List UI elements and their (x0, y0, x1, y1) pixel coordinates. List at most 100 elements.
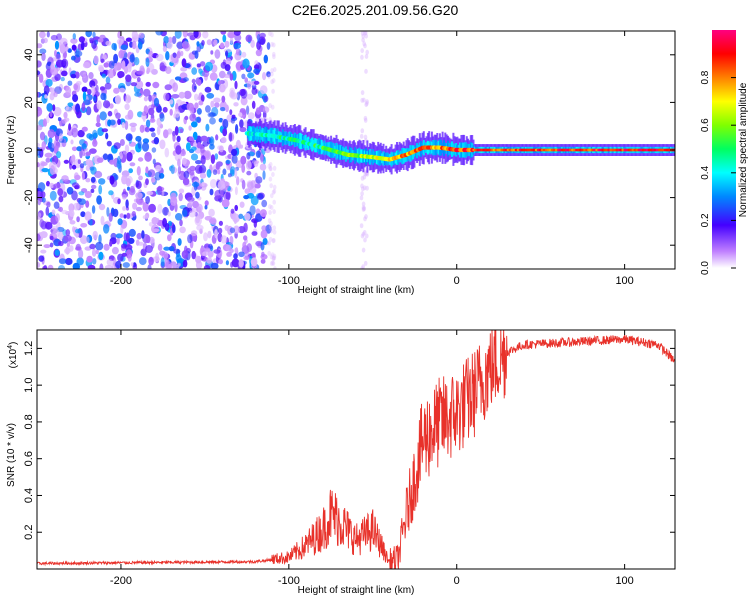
heatmap-cell (119, 151, 123, 160)
heatmap-cell (168, 246, 175, 252)
heatmap-cell (230, 166, 236, 175)
heatmap-cell (148, 203, 157, 213)
heatmap-cell (247, 112, 255, 120)
heatmap-cell (260, 153, 264, 163)
heatmap-cell (174, 152, 182, 162)
x-tick-label: 0 (454, 275, 460, 287)
heatmap-cell (362, 206, 367, 212)
heatmap-cell (206, 257, 213, 264)
heatmap-cell (265, 224, 272, 234)
heatmap-cell (365, 99, 369, 105)
heatmap-cell (219, 107, 226, 112)
heatmap-cell (365, 49, 370, 55)
heatmap-cell (72, 226, 76, 233)
heatmap-cell (360, 48, 365, 54)
heatmap-cell (213, 39, 218, 46)
heatmap-cell (61, 175, 69, 182)
heatmap-cell (53, 106, 62, 117)
heatmap-cell (269, 228, 274, 234)
heatmap-cell (87, 88, 92, 95)
heatmap-cell (98, 66, 105, 73)
y-tick-label: 1.2 (23, 341, 35, 356)
spectrogram-xlabel: Height of straight line (km) (298, 285, 415, 296)
heatmap-cell (49, 182, 55, 189)
heatmap-cell (231, 148, 238, 156)
heatmap-cell (261, 251, 265, 257)
heatmap-cell (201, 182, 205, 187)
heatmap-cell (272, 253, 277, 259)
heatmap-cell (49, 110, 53, 118)
heatmap-cell (360, 128, 365, 134)
y-tick-label: -40 (23, 237, 35, 253)
heatmap-cell (46, 180, 50, 187)
heatmap-cell (74, 184, 81, 190)
heatmap-cell (40, 191, 46, 199)
heatmap-cell (359, 195, 364, 201)
heatmap-cell (162, 206, 170, 216)
heatmap-cell (180, 149, 186, 157)
heatmap-cell (141, 230, 145, 239)
heatmap-cell (78, 198, 86, 205)
heatmap-cell (145, 57, 150, 67)
heatmap-cell (222, 168, 227, 176)
heatmap-cell (39, 31, 46, 39)
heatmap-cell (164, 84, 173, 91)
heatmap-cell (220, 235, 228, 244)
heatmap-cell (267, 163, 272, 169)
heatmap-cell (246, 105, 250, 115)
heatmap-cell (253, 68, 260, 74)
heatmap-cell (362, 185, 367, 191)
heatmap-cell (271, 88, 275, 94)
heatmap-cell (268, 204, 272, 210)
heatmap-cell (46, 115, 50, 124)
heatmap-cell (189, 113, 197, 122)
heatmap-cell (207, 230, 212, 239)
colorbar-ticks: 0.0 0.2 0.4 0.6 0.8 (700, 70, 736, 275)
heatmap-cell (151, 217, 159, 225)
heatmap-cell (171, 36, 177, 44)
heatmap-cell (206, 169, 212, 178)
heatmap-cell (167, 211, 171, 217)
y-tick-label: 20 (23, 96, 35, 108)
heatmap-cell (37, 60, 42, 68)
heatmap-cell (148, 94, 153, 102)
heatmap-cell (214, 229, 218, 239)
heatmap-cell (271, 189, 276, 195)
heatmap-cell (157, 243, 163, 251)
heatmap-cell (80, 41, 85, 51)
heatmap-cell (92, 95, 97, 102)
heatmap-cell (94, 170, 103, 179)
heatmap-cell (365, 101, 369, 106)
heatmap-cell (234, 33, 242, 42)
heatmap-cell (139, 257, 147, 266)
heatmap-cell (186, 102, 195, 111)
heatmap-cell (137, 139, 142, 149)
heatmap-cell (64, 234, 72, 242)
heatmap-cell (176, 51, 181, 59)
heatmap-cell (106, 140, 112, 147)
heatmap-cell (92, 139, 98, 147)
heatmap-cell (85, 200, 90, 208)
heatmap-cell (234, 168, 238, 179)
heatmap-cell (89, 166, 95, 171)
heatmap-cell (109, 119, 116, 126)
heatmap-cell (101, 128, 109, 133)
heatmap-cell (162, 45, 168, 53)
heatmap-cell (37, 70, 41, 75)
heatmap-cell (218, 227, 223, 234)
heatmap-cell (359, 223, 364, 229)
heatmap-cell (243, 222, 248, 233)
heatmap-cell (268, 210, 272, 215)
heatmap-cell (361, 264, 365, 269)
heatmap-cell (71, 44, 77, 51)
heatmap-cell (196, 203, 203, 213)
heatmap-cell (244, 77, 248, 83)
heatmap-cell (54, 249, 60, 256)
heatmap-cell (51, 209, 56, 216)
heatmap-cell (68, 123, 72, 131)
heatmap-cell (156, 105, 162, 113)
heatmap-cell (125, 37, 132, 42)
heatmap-cell (360, 191, 364, 197)
heatmap-cell (272, 188, 277, 194)
heatmap-cell (71, 146, 78, 152)
